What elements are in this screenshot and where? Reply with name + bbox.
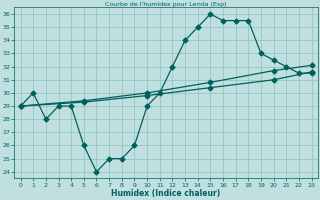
X-axis label: Humidex (Indice chaleur): Humidex (Indice chaleur) [111,189,221,198]
Title: Courbe de l'humidex pour Lerida (Esp): Courbe de l'humidex pour Lerida (Esp) [105,2,227,7]
